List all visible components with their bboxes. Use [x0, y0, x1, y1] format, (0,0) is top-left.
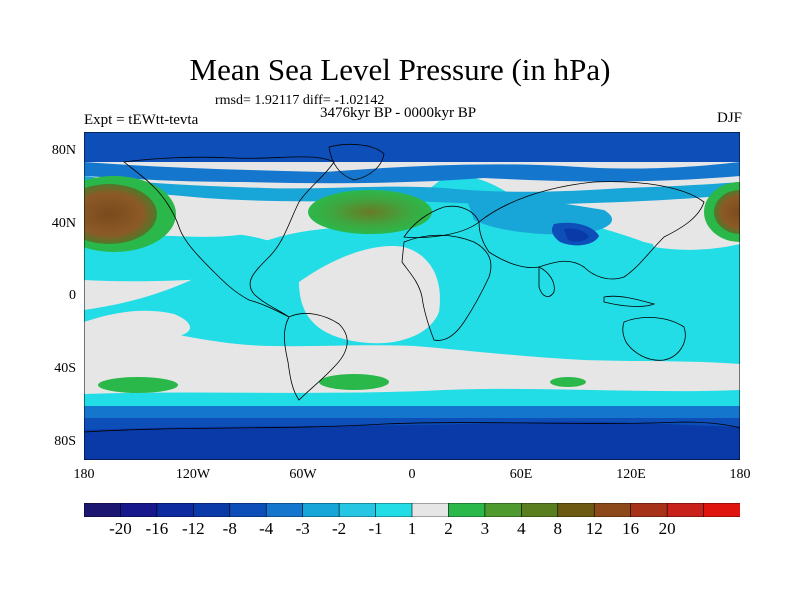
greenland-coast [328, 143, 385, 181]
north-atlantic-high [308, 190, 432, 234]
colorbar-swatch [703, 503, 740, 517]
colorbar-swatch [302, 503, 340, 517]
colorbar-tick-label: -8 [222, 519, 237, 538]
south-atlantic-high [319, 374, 389, 390]
lat-label-0: 0 [69, 288, 76, 303]
colorbar-swatch [84, 503, 122, 517]
lat-label-80s: 80S [54, 434, 76, 449]
atlantic-neutral-zone [299, 246, 440, 344]
colorbar-tick-label: 12 [585, 519, 603, 538]
africa-coast [401, 234, 492, 341]
south-america-coast [283, 313, 348, 401]
colorbar-swatch [593, 503, 632, 517]
colorbar-tick-label: 20 [658, 519, 676, 538]
colorbar-tick-label: 16 [622, 519, 640, 538]
time-period-label: 3476kyr BP - 0000kyr BP [320, 105, 477, 121]
colorbar-swatch [229, 503, 268, 517]
colorbar-tick-label: -3 [295, 519, 310, 538]
colorbar-tick-label: -4 [259, 519, 274, 538]
australia-coast [622, 317, 686, 361]
coastlines [84, 143, 740, 433]
colorbar-tick-label: -1 [368, 519, 383, 538]
colorbar-tick-label: -12 [181, 519, 205, 538]
lon-label-0: 0 [408, 467, 416, 482]
lat-label-40s: 40S [54, 361, 76, 376]
colorbar-swatch [666, 503, 705, 517]
south-pacific-high [98, 377, 178, 393]
colorbar-tick-label: -2 [332, 519, 347, 538]
north-pacific-high-core-east [714, 190, 740, 234]
pacific-neutral-zone [84, 310, 191, 339]
antarctic-coast-strip [84, 421, 740, 460]
band-arctic-cyan [84, 176, 740, 205]
lat-label-40n: 40N [51, 216, 76, 231]
map-title: Mean Sea Level Pressure (in hPa) [189, 52, 611, 87]
pressure-anomaly-map [84, 132, 740, 460]
colorbar-swatch [120, 503, 158, 517]
colorbar-swatch [521, 503, 559, 517]
colorbar [84, 503, 740, 517]
lon-label-120e: 120E [616, 467, 646, 482]
north-pacific-high-core-west [84, 184, 157, 244]
season-label: DJF [716, 110, 742, 126]
lon-label-120w: 120W [175, 467, 211, 482]
lon-label-60w: 60W [289, 467, 317, 482]
colorbar-tick-label: 4 [517, 519, 526, 538]
colorbar-swatch [557, 503, 596, 517]
colorbar-swatch [156, 503, 195, 517]
band-southern-lightblue [84, 406, 740, 420]
colorbar-swatch [193, 503, 231, 517]
indonesia-coast [603, 295, 656, 307]
experiment-label: Expt = tEWtt-tevta [84, 112, 199, 128]
north-america-coast [123, 156, 335, 318]
colorbar-tick-label: -20 [109, 519, 132, 538]
lat-label-80n: 80N [51, 143, 76, 158]
colorbar-tick-label: 3 [480, 519, 490, 538]
colorbar-tick-label: 2 [444, 519, 453, 538]
asia-coast [478, 181, 705, 280]
lon-label-60e: 60E [509, 467, 533, 482]
lon-label-180-east: 180 [729, 467, 751, 482]
band-southern-cyan [84, 388, 740, 408]
india-coast [538, 266, 555, 297]
rmsd-diff-stats: rmsd= 1.92117 diff= -1.02142 [215, 93, 385, 108]
colorbar-swatch [448, 503, 486, 517]
colorbar-swatch [411, 503, 450, 517]
colorbar-tick-label: -16 [145, 519, 169, 538]
band-arctic-midblue [84, 162, 740, 184]
antarctica-coast [84, 421, 740, 433]
south-indian-high [550, 377, 586, 387]
tibet-low-core [564, 228, 589, 242]
lon-label-180-west: 180 [73, 467, 95, 482]
colorbar-swatch [375, 503, 413, 517]
colorbar-swatch [265, 503, 304, 517]
colorbar-tick-label: 1 [407, 519, 417, 538]
colorbar-swatch [484, 503, 523, 517]
colorbar-swatch [338, 503, 377, 517]
colorbar-swatch [630, 503, 668, 517]
colorbar-tick-label: 8 [553, 519, 563, 538]
